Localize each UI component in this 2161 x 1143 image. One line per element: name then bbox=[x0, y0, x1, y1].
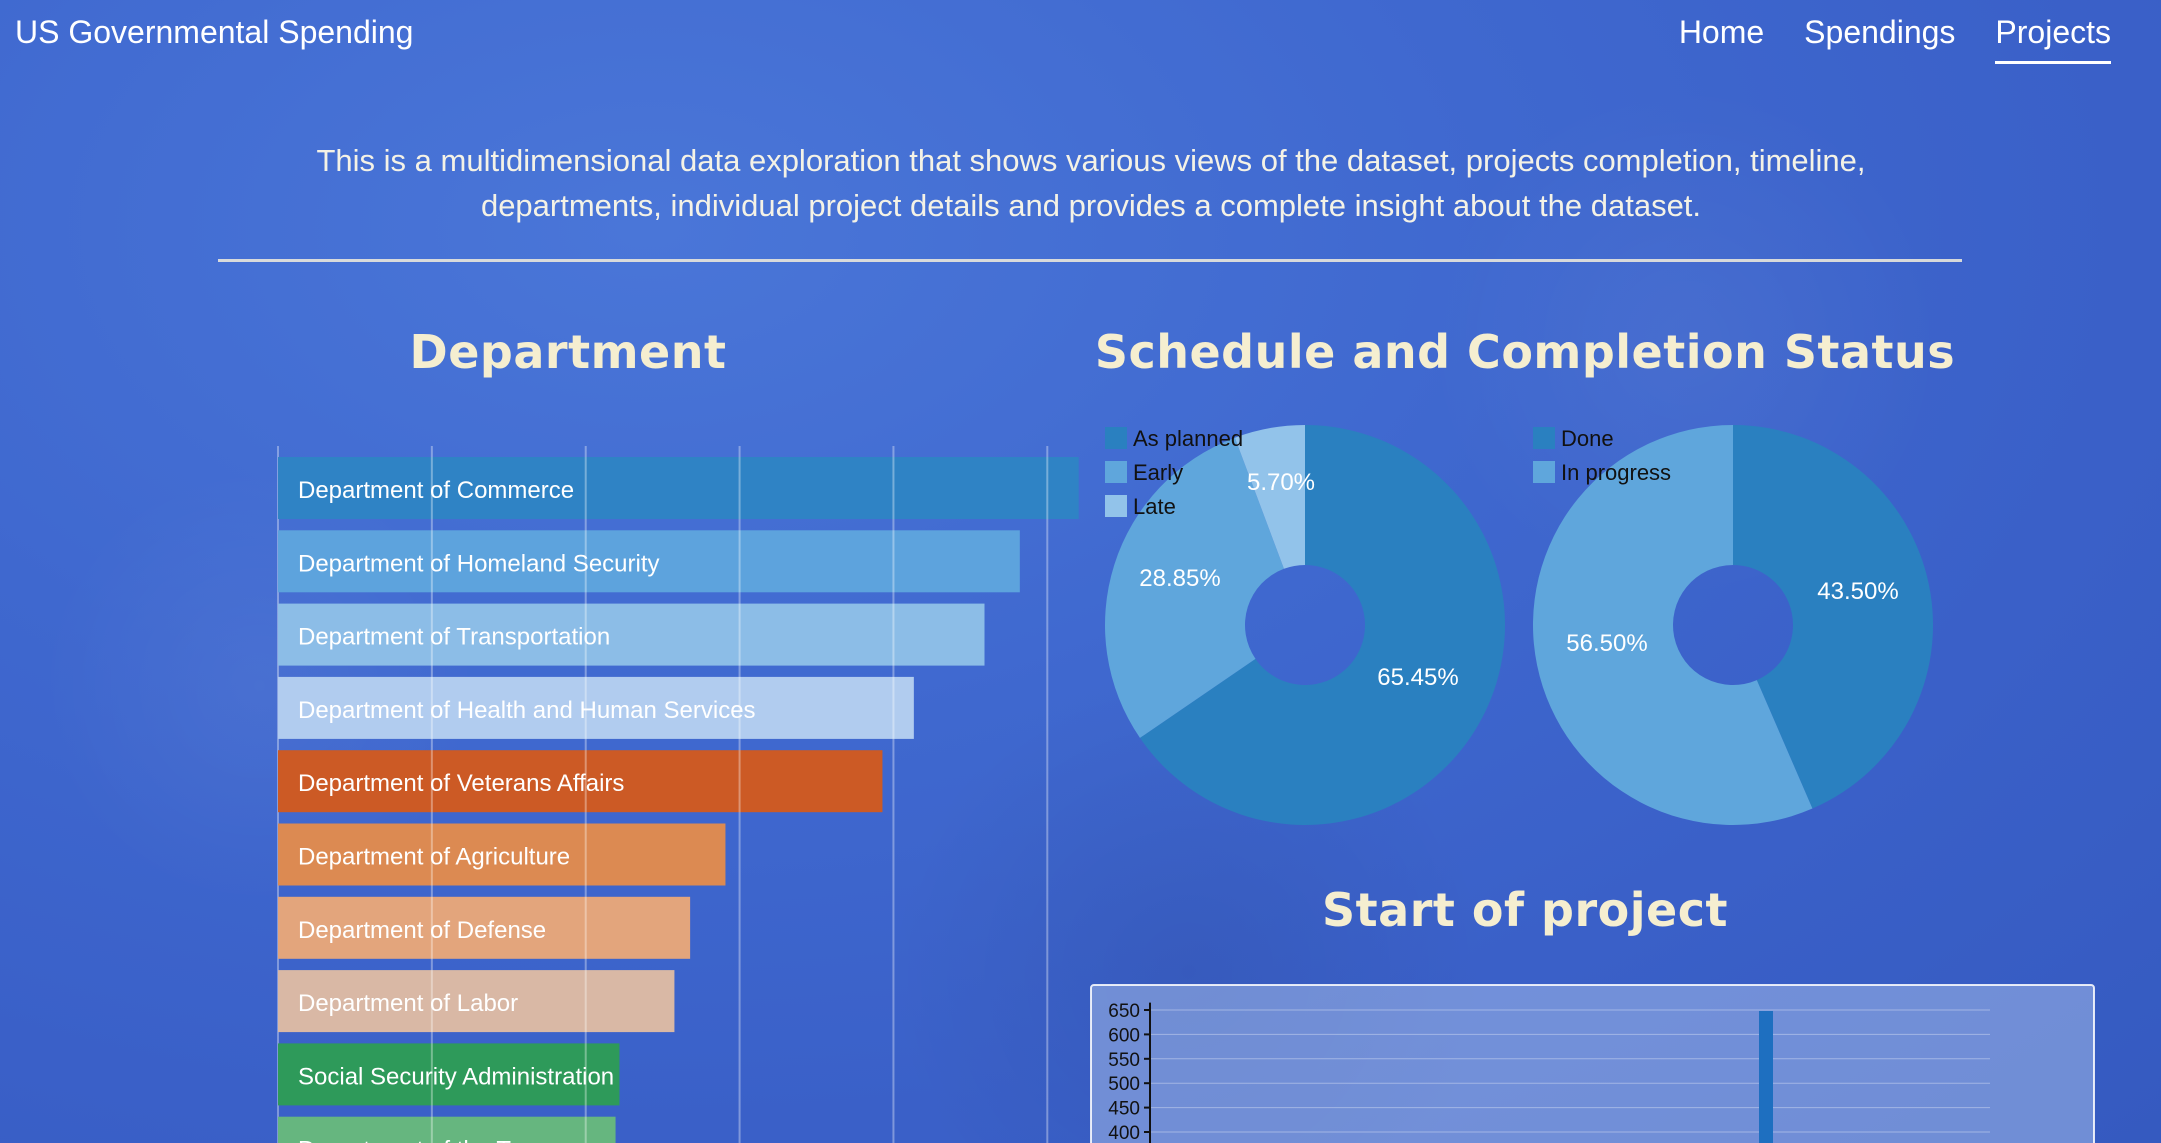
start-bar bbox=[1759, 1010, 1773, 1143]
donut-slice-label: 5.70% bbox=[1247, 469, 1315, 496]
dept-bar-label: Department of Labor bbox=[298, 990, 518, 1017]
start-y-tick-label: 650 bbox=[1108, 1001, 1140, 1022]
donut-slice-label: 43.50% bbox=[1817, 578, 1898, 605]
dept-bar bbox=[278, 603, 985, 666]
schedule-title: Schedule and Completion Status bbox=[1094, 325, 1956, 379]
dept-bar-label: Social Security Administration bbox=[298, 1063, 614, 1090]
start-title: Start of project bbox=[1322, 883, 1728, 937]
start-chart-panel bbox=[1090, 984, 2095, 1143]
donut-slice bbox=[1139, 425, 1505, 825]
legend-swatch bbox=[1105, 495, 1127, 517]
dept-bar bbox=[278, 1116, 616, 1143]
dept-bar bbox=[278, 530, 1020, 593]
nav-home[interactable]: Home bbox=[1678, 14, 1765, 50]
dept-bar bbox=[278, 457, 1079, 519]
legend-swatch bbox=[1533, 461, 1555, 483]
start-of-project-chart: 650 600 550 500 450 400 bbox=[1090, 984, 2095, 1143]
section-divider bbox=[218, 259, 1962, 262]
nav-spendings[interactable]: Spendings bbox=[1804, 14, 1956, 50]
donut-slice-label: 56.50% bbox=[1566, 630, 1647, 657]
main-nav: Home Spendings Projects bbox=[1679, 14, 2111, 64]
legend-label: Late bbox=[1133, 494, 1176, 519]
donut-slice bbox=[1733, 425, 1933, 809]
dept-bar-label: Department of Defense bbox=[298, 917, 546, 944]
dept-bar bbox=[278, 750, 883, 813]
intro-line-1: This is a multidimensional data explorat… bbox=[316, 143, 1866, 178]
start-y-tick-label: 600 bbox=[1108, 1025, 1140, 1046]
legend-swatch bbox=[1105, 461, 1127, 483]
department-bar-chart: Department of Commerce Department of Home… bbox=[277, 446, 1079, 1143]
donut-slice bbox=[1234, 425, 1305, 569]
donut-slice-label: 28.85% bbox=[1139, 565, 1220, 592]
legend-swatch bbox=[1105, 427, 1127, 449]
nav-projects[interactable]: Projects bbox=[1995, 14, 2111, 64]
dept-bar bbox=[278, 1043, 620, 1106]
dept-bar bbox=[278, 676, 914, 739]
start-y-tick-label: 450 bbox=[1108, 1099, 1140, 1120]
dept-bar bbox=[278, 823, 726, 886]
donut-slice-label: 65.45% bbox=[1377, 664, 1458, 691]
legend-label: Done bbox=[1561, 426, 1614, 451]
dept-bar bbox=[278, 896, 691, 959]
completion-donut-chart: 43.50% 56.50% Done In progress bbox=[1533, 425, 1933, 825]
dept-bar-label: Department of Transportation bbox=[298, 624, 610, 651]
dept-bar-label: Department of Commerce bbox=[298, 477, 574, 504]
start-y-tick-label: 500 bbox=[1108, 1074, 1140, 1095]
start-y-tick-label: 550 bbox=[1108, 1050, 1140, 1071]
intro-line-2: departments, individual project details … bbox=[480, 188, 1702, 223]
dept-bar-label: Department of Agriculture bbox=[298, 844, 570, 871]
dept-bar bbox=[278, 970, 675, 1033]
site-title[interactable]: US Governmental Spending bbox=[15, 14, 414, 50]
legend-swatch bbox=[1533, 427, 1555, 449]
legend-label: In progress bbox=[1561, 460, 1671, 485]
schedule-donut-chart: 65.45% 28.85% 5.70%As planned Early Late bbox=[1105, 425, 1505, 825]
intro-text: This is a multidimensional data explorat… bbox=[218, 138, 1964, 228]
donut-slice bbox=[1533, 425, 1813, 825]
start-y-tick-label: 400 bbox=[1108, 1123, 1140, 1143]
dept-bar-label: Department of Veterans Affairs bbox=[298, 770, 624, 797]
legend-label: As planned bbox=[1133, 426, 1243, 451]
dept-bar-label: Department of Health and Human Services bbox=[298, 697, 756, 724]
legend-label: Early bbox=[1133, 460, 1183, 485]
donut-slice bbox=[1105, 437, 1284, 738]
department-title: Department bbox=[409, 325, 727, 379]
dept-bar-label: Department of Homeland Security bbox=[298, 550, 660, 577]
dept-bar-label: Department of the Treasury bbox=[298, 1137, 590, 1143]
